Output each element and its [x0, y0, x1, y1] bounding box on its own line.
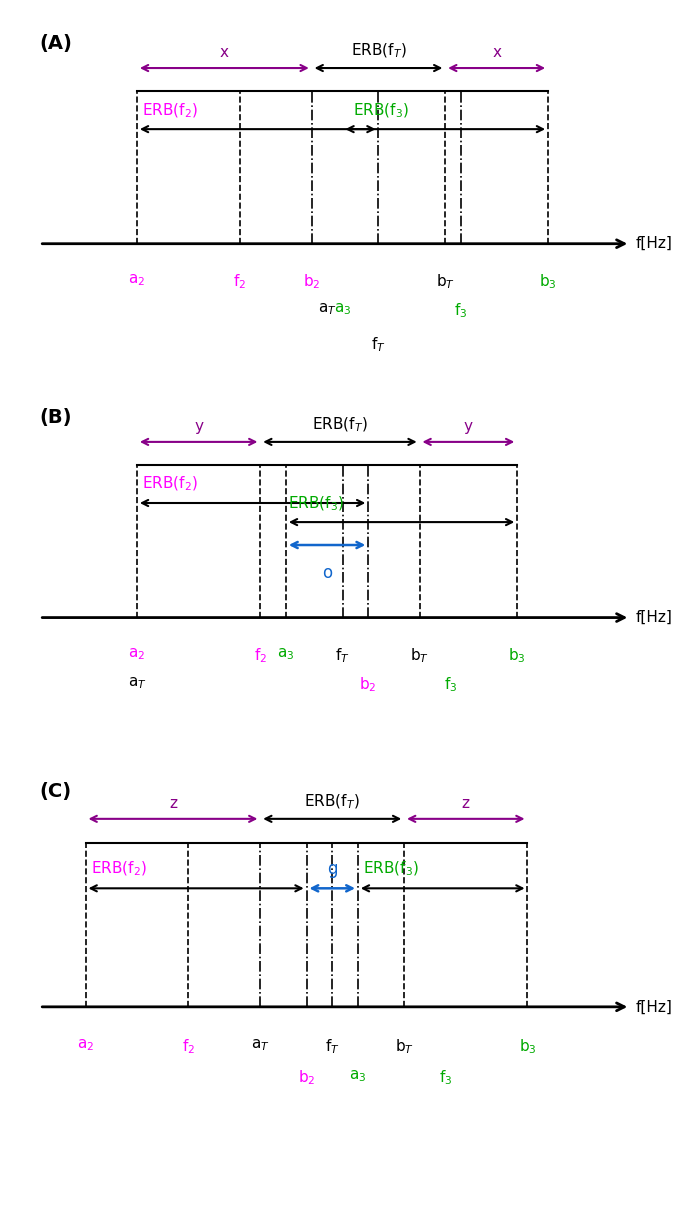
Text: f$_T$: f$_T$ [325, 1037, 340, 1056]
Text: a$_3$: a$_3$ [277, 646, 295, 662]
Text: ERB(f$_2$): ERB(f$_2$) [142, 475, 198, 493]
Text: f[Hz]: f[Hz] [635, 1000, 672, 1014]
Text: f$_T$: f$_T$ [371, 335, 386, 355]
Text: a$_2$: a$_2$ [128, 273, 146, 288]
Text: b$_3$: b$_3$ [539, 273, 557, 291]
Text: b$_2$: b$_2$ [360, 675, 377, 693]
Text: f$_3$: f$_3$ [438, 1069, 452, 1087]
Text: ERB(f$_3$): ERB(f$_3$) [363, 860, 419, 878]
Text: o: o [322, 564, 332, 582]
Text: g: g [327, 860, 338, 878]
Text: a$_3$: a$_3$ [349, 1069, 366, 1084]
Text: y: y [194, 420, 203, 434]
Text: f$_2$: f$_2$ [253, 646, 267, 665]
Text: ERB(f$_3$): ERB(f$_3$) [353, 101, 409, 119]
Text: b$_2$: b$_2$ [303, 273, 321, 291]
Text: a$_3$: a$_3$ [334, 302, 351, 317]
Text: ERB(f$_2$): ERB(f$_2$) [90, 860, 147, 878]
Text: (B): (B) [40, 408, 72, 427]
Text: f[Hz]: f[Hz] [635, 610, 672, 625]
Text: f$_3$: f$_3$ [454, 302, 467, 320]
Text: f$_T$: f$_T$ [335, 646, 350, 665]
Text: a$_T$: a$_T$ [127, 675, 147, 691]
Text: a$_2$: a$_2$ [77, 1037, 95, 1053]
Text: ERB(f$_T$): ERB(f$_T$) [304, 792, 360, 810]
Text: b$_3$: b$_3$ [519, 1037, 536, 1056]
Text: b$_T$: b$_T$ [395, 1037, 414, 1056]
Text: z: z [462, 796, 470, 810]
Text: ERB(f$_T$): ERB(f$_T$) [312, 416, 368, 434]
Text: a$_T$: a$_T$ [318, 302, 336, 317]
Text: z: z [169, 796, 177, 810]
Text: f$_3$: f$_3$ [444, 675, 457, 693]
Text: b$_2$: b$_2$ [298, 1069, 315, 1087]
Text: b$_T$: b$_T$ [436, 273, 455, 291]
Text: a$_2$: a$_2$ [128, 646, 146, 662]
Text: ERB(f$_2$): ERB(f$_2$) [142, 101, 198, 119]
Text: ERB(f$_T$): ERB(f$_T$) [351, 42, 406, 60]
Text: b$_T$: b$_T$ [410, 646, 429, 665]
Text: f[Hz]: f[Hz] [635, 236, 672, 251]
Text: f$_2$: f$_2$ [182, 1037, 195, 1056]
Text: (A): (A) [40, 34, 72, 53]
Text: (C): (C) [40, 781, 71, 801]
Text: ERB(f$_3$): ERB(f$_3$) [288, 494, 344, 513]
Text: x: x [220, 46, 229, 60]
Text: a$_T$: a$_T$ [251, 1037, 270, 1053]
Text: y: y [464, 420, 473, 434]
Text: b$_3$: b$_3$ [508, 646, 526, 665]
Text: f$_2$: f$_2$ [233, 273, 247, 291]
Text: x: x [492, 46, 501, 60]
